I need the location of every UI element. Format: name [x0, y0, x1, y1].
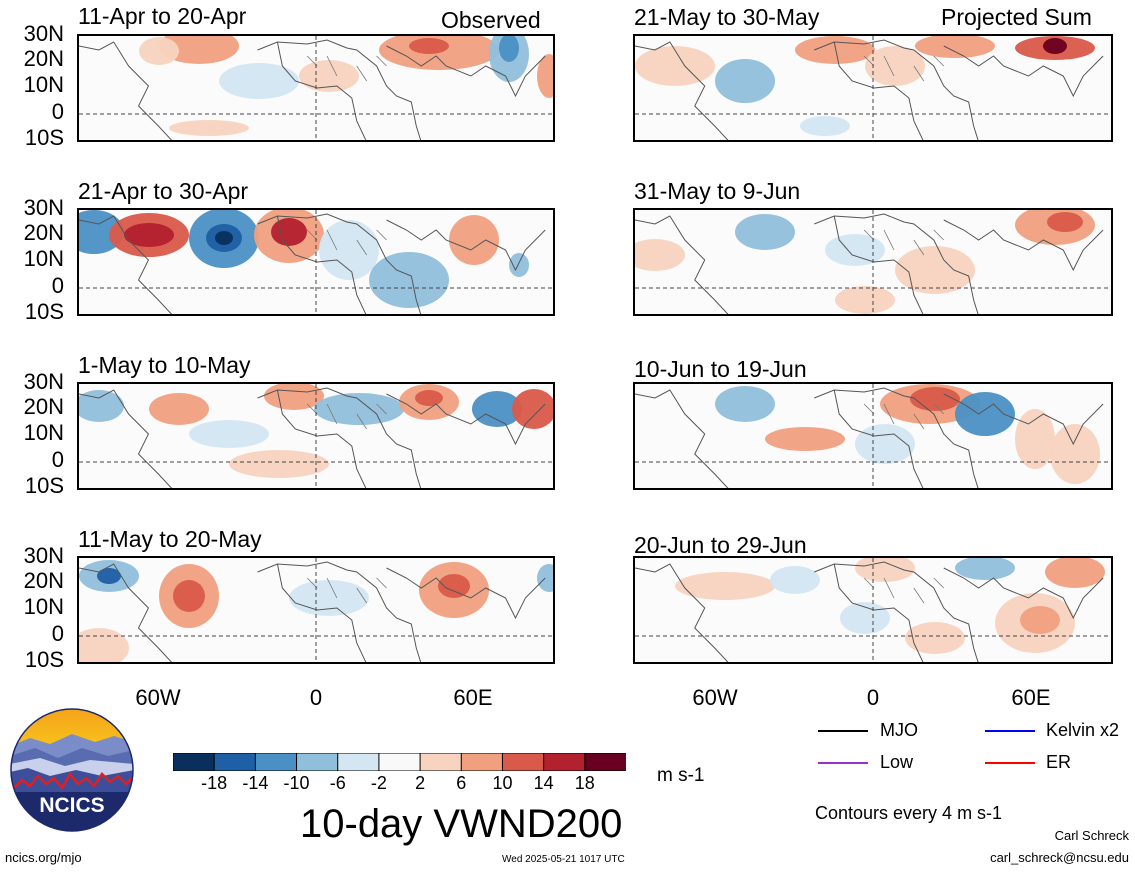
colorbar-bin [337, 752, 380, 772]
panel-title-right-2: 31-May to 9-Jun [634, 178, 801, 204]
colorbar-bin [419, 752, 463, 772]
colorbar-tick-label: -14 [242, 773, 269, 793]
panel-title-right-1: 21-May to 30-May [634, 4, 820, 30]
colorbar-tick-label: 18 [574, 773, 595, 793]
lon-label-right-60e: 60E [1011, 685, 1051, 710]
panel-title-right-3: 10-Jun to 19-Jun [634, 356, 807, 382]
lon-label-left-60w: 60W [135, 685, 181, 710]
figure-title: 10-day VWND200 [300, 802, 623, 846]
colorbar-tick-label: -2 [370, 773, 387, 793]
colorbar-tick-label: 2 [415, 773, 426, 793]
lat-label-row2-0: 0 [51, 273, 64, 298]
footer-author: Carl Schreck [1054, 828, 1129, 843]
colorbar-tick-label: 10 [492, 773, 513, 793]
lat-label-row4-20n: 20N [23, 568, 64, 593]
lat-label-row4-0: 0 [51, 621, 64, 646]
legend-line-kelvin [985, 730, 1035, 732]
map-panel-right-1 [633, 34, 1113, 142]
lon-label-right-60w: 60W [692, 685, 738, 710]
legend-line-low [818, 762, 868, 764]
lat-label-row4-10n: 10N [23, 594, 64, 619]
colorbar-tick-label: -10 [283, 773, 310, 793]
observed-header: Observed [441, 7, 541, 33]
panel-title-left-2: 21-Apr to 30-Apr [78, 178, 249, 204]
colorbar-bin [213, 752, 257, 772]
colorbar-bin [543, 752, 586, 772]
colorbar-units: m s-1 [657, 765, 705, 786]
lat-label-row3-10n: 10N [23, 420, 64, 445]
map-panel-left-4 [77, 556, 555, 664]
map-panel-left-1 [77, 34, 555, 142]
lat-label-row3-0: 0 [51, 447, 64, 472]
lat-label-row1-0: 0 [51, 99, 64, 124]
legend-label-mjo: MJO [880, 720, 918, 740]
map-panel-left-3 [77, 382, 555, 490]
lat-label-row3-30n: 30N [23, 369, 64, 394]
lat-label-row1-10n: 10N [23, 72, 64, 97]
legend-line-er [985, 762, 1035, 764]
lat-label-row1-20n: 20N [23, 46, 64, 71]
legend-label-er: ER [1046, 752, 1072, 772]
panel-title-right-4: 20-Jun to 29-Jun [634, 532, 807, 558]
footer-email[interactable]: carl_schreck@ncsu.edu [990, 850, 1129, 865]
panel-title-left-3: 1-May to 10-May [78, 352, 251, 378]
lat-label-row4-30n: 30N [23, 543, 64, 568]
map-panel-right-4 [633, 556, 1113, 664]
contours-note: Contours every 4 m s-1 [815, 803, 1003, 823]
legend-label-kelvin: Kelvin x2 [1046, 720, 1120, 740]
lat-label-row2-10s: 10S [24, 299, 64, 324]
lat-label-row3-10s: 10S [24, 473, 64, 498]
colorbar-tick-label: -6 [329, 773, 346, 793]
colorbar-bin [584, 752, 628, 772]
footer-timestamp: Wed 2025-05-21 1017 UTC [502, 854, 625, 865]
lat-label-row3-20n: 20N [23, 394, 64, 419]
lon-label-left-60e: 60E [453, 685, 493, 710]
colorbar-bin [172, 752, 216, 772]
lon-label-right-0: 0 [866, 685, 880, 710]
lat-label-row2-30n: 30N [23, 195, 64, 220]
colorbar-tick-label: 14 [533, 773, 554, 793]
colorbar-bin [378, 752, 422, 772]
colorbar-bin [460, 752, 504, 772]
footer-url[interactable]: ncics.org/mjo [5, 850, 82, 865]
lat-label-row1-30n: 30N [23, 21, 64, 46]
logo-text: NCICS [39, 794, 104, 817]
lat-label-row4-10s: 10S [24, 647, 64, 672]
lat-label-row1-10s: 10S [24, 125, 64, 150]
colorbar [172, 752, 628, 772]
panel-title-left-4: 11-May to 20-May [78, 526, 262, 552]
colorbar-tick-label: -18 [201, 773, 228, 793]
colorbar-bin [501, 752, 545, 772]
colorbar-tick-label: 6 [456, 773, 467, 793]
ncics-logo: NCICS [10, 708, 134, 832]
legend-line-mjo [818, 730, 868, 732]
panel-title-left-1: 11-Apr to 20-Apr [78, 3, 247, 29]
colorbar-bin [254, 752, 298, 772]
lat-label-row2-10n: 10N [23, 246, 64, 271]
map-panel-left-2 [77, 208, 555, 316]
legend-label-low: Low [880, 752, 914, 772]
lon-label-left-0: 0 [309, 685, 323, 710]
colorbar-bin [296, 752, 339, 772]
map-panel-right-3 [633, 382, 1113, 490]
projected-header: Projected Sum [941, 4, 1092, 30]
map-panel-right-2 [633, 208, 1113, 316]
lat-label-row2-20n: 20N [23, 220, 64, 245]
